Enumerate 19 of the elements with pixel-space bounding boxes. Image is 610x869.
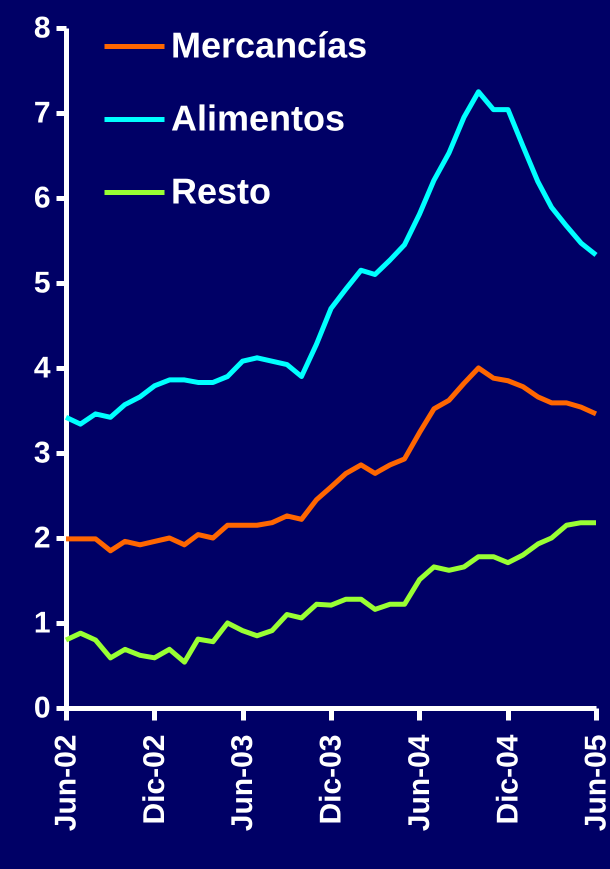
legend-label: Alimentos <box>171 98 346 138</box>
y-tick-label: 8 <box>34 12 50 44</box>
x-tick-label: Jun-02 <box>50 734 82 832</box>
legend-label: Mercancías <box>171 24 368 66</box>
x-tick-label: Dic-03 <box>314 734 348 825</box>
x-tick-label: Jun-04 <box>402 734 436 832</box>
x-tick-label: Jun-05 <box>580 734 610 832</box>
y-tick-label: 1 <box>34 606 50 640</box>
legend-label: Resto <box>171 170 272 212</box>
y-tick-label: 3 <box>34 436 50 470</box>
y-tick-label: 0 <box>34 692 50 724</box>
x-tick-label: Dic-02 <box>138 734 171 825</box>
x-tick-label: Dic-04 <box>491 734 524 825</box>
x-tick-label: Jun-03 <box>226 734 260 832</box>
y-tick-label: 2 <box>34 522 50 554</box>
y-tick-label: 5 <box>34 266 50 300</box>
y-tick-label: 7 <box>34 96 50 130</box>
y-tick-label: 6 <box>34 182 50 214</box>
y-tick-label: 4 <box>34 352 51 384</box>
